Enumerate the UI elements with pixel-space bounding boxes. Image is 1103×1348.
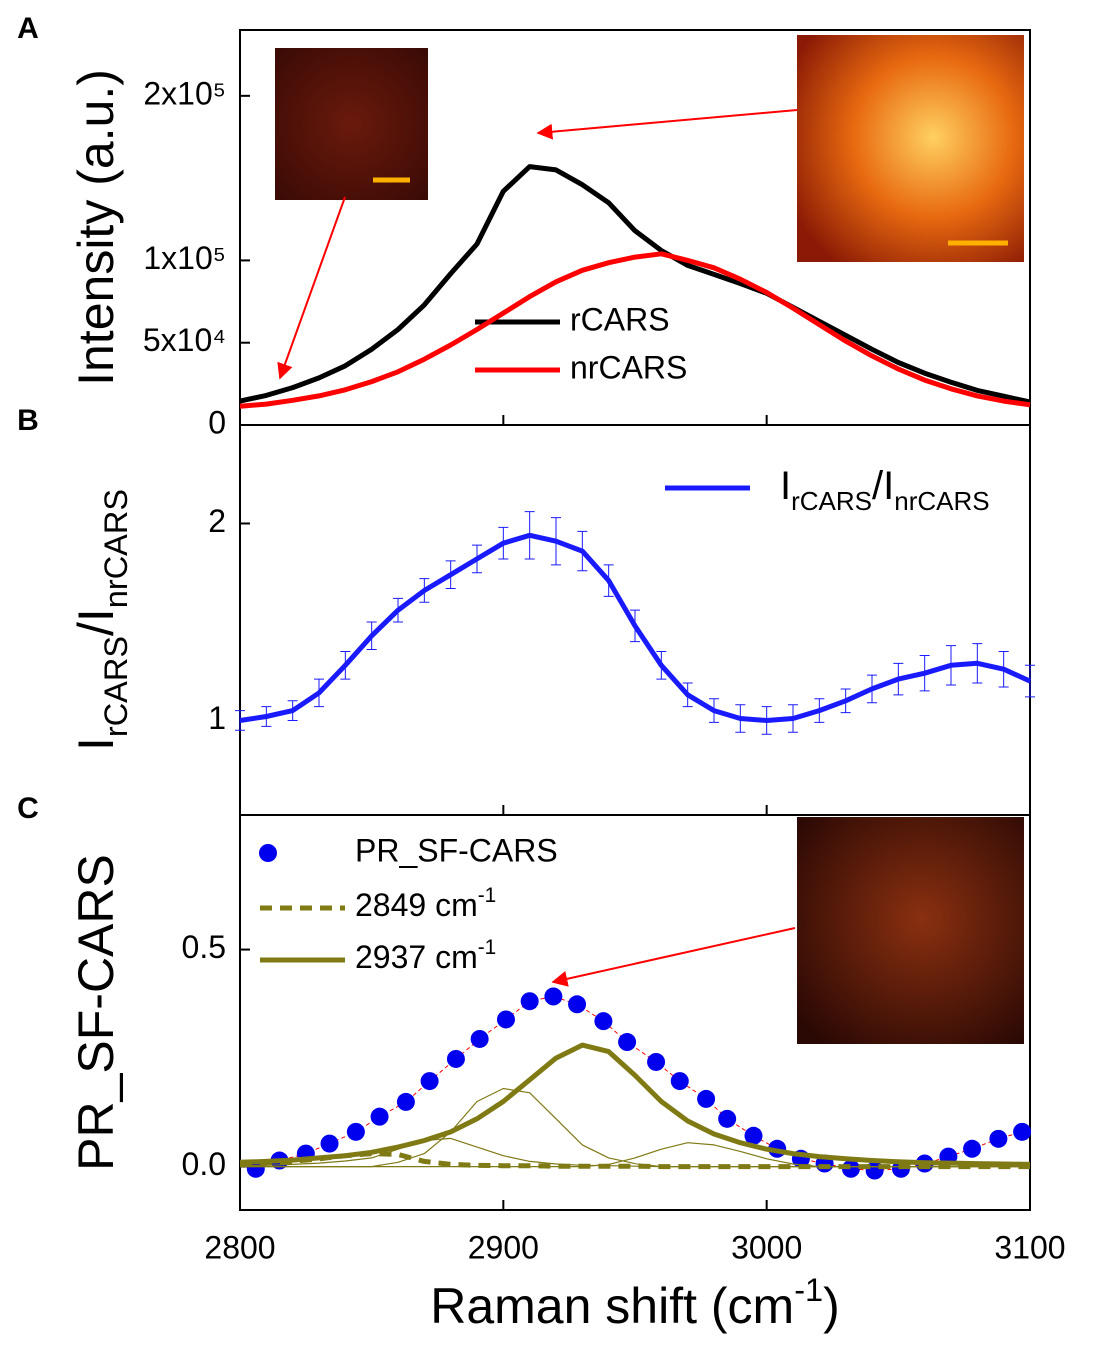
y-tick-label: 0.0 bbox=[182, 1146, 226, 1182]
data-point bbox=[497, 1010, 515, 1028]
y-axis-title: PR_SF-CARS bbox=[68, 854, 124, 1171]
y-axis-title: IrCARS/InrCARS bbox=[68, 489, 133, 751]
data-point bbox=[397, 1093, 415, 1111]
data-point bbox=[471, 1030, 489, 1048]
data-point bbox=[544, 987, 562, 1005]
x-tick-label: 3100 bbox=[994, 1229, 1065, 1265]
figure: A 0 5x10⁴ 1x10⁵ 2x10⁵ Intensity (a.u.) rCARS nr… bbox=[0, 0, 1103, 1348]
data-point bbox=[618, 1033, 636, 1051]
text-part: -1 bbox=[794, 1272, 823, 1308]
data-point bbox=[1013, 1123, 1031, 1141]
text-part: rCARS bbox=[98, 636, 134, 737]
legend-marker bbox=[259, 844, 277, 862]
text-part: -1 bbox=[478, 884, 497, 907]
y-tick-label: 1 bbox=[208, 700, 226, 736]
error-bar bbox=[604, 565, 614, 597]
data-point bbox=[521, 992, 539, 1010]
y-tick-label: 0 bbox=[208, 404, 226, 440]
inset-image bbox=[275, 48, 428, 200]
data-point bbox=[594, 1012, 612, 1030]
text-part: 2849 cm bbox=[355, 887, 478, 923]
legend-label: 2937 cm-1 bbox=[355, 936, 496, 975]
text-part: ) bbox=[823, 1278, 840, 1334]
data-point bbox=[697, 1090, 715, 1108]
text-part: -1 bbox=[478, 936, 497, 959]
x-tick-label: 3000 bbox=[731, 1229, 802, 1265]
text-part: I bbox=[68, 737, 124, 751]
data-point bbox=[447, 1050, 465, 1068]
panel-label: B bbox=[17, 404, 39, 437]
data-point bbox=[347, 1123, 365, 1141]
error-bar bbox=[630, 610, 640, 642]
inset-image bbox=[797, 35, 1024, 262]
panel-label: A bbox=[17, 12, 39, 45]
data-point bbox=[321, 1135, 339, 1153]
y-tick-label: 2 bbox=[208, 503, 226, 539]
data-point bbox=[647, 1053, 665, 1071]
legend-label: rCARS bbox=[570, 301, 670, 337]
inset-image bbox=[797, 817, 1024, 1044]
data-point bbox=[371, 1108, 389, 1126]
error-bar bbox=[340, 652, 350, 680]
legend-label: nrCARS bbox=[570, 349, 687, 385]
text-part: nrCARS bbox=[894, 486, 989, 516]
text-part: /I bbox=[68, 608, 124, 636]
text-part: nrCARS bbox=[98, 489, 134, 608]
y-tick-label: 0.5 bbox=[182, 929, 226, 965]
series-line bbox=[240, 1045, 1030, 1164]
x-axis-title: Raman shift (cm-1) bbox=[430, 1272, 840, 1335]
legend-label: PR_SF-CARS bbox=[355, 832, 558, 868]
x-tick-label: 2900 bbox=[468, 1229, 539, 1265]
legend-label: IrCARS/InrCARS bbox=[780, 464, 990, 516]
data-point bbox=[671, 1072, 689, 1090]
x-tick-label: 2800 bbox=[204, 1229, 275, 1265]
arrow bbox=[538, 110, 797, 133]
arrow bbox=[280, 197, 345, 378]
panel-label: C bbox=[17, 792, 39, 825]
text-part: I bbox=[780, 464, 791, 508]
text-part: Raman shift (cm bbox=[430, 1278, 794, 1334]
text-part: 2937 cm bbox=[355, 939, 478, 975]
data-point bbox=[568, 995, 586, 1013]
y-tick-label: 2x10⁵ bbox=[143, 75, 226, 111]
y-tick-label: 5x10⁴ bbox=[143, 322, 226, 358]
text-part: /I bbox=[872, 464, 894, 508]
data-point bbox=[963, 1140, 981, 1158]
data-point bbox=[718, 1110, 736, 1128]
legend-label: 2849 cm-1 bbox=[355, 884, 496, 923]
data-point bbox=[989, 1130, 1007, 1148]
text-part: rCARS bbox=[791, 486, 872, 516]
data-point bbox=[421, 1072, 439, 1090]
arrow bbox=[553, 928, 795, 982]
y-axis-title: Intensity (a.u.) bbox=[68, 69, 124, 386]
y-tick-label: 1x10⁵ bbox=[143, 240, 226, 276]
